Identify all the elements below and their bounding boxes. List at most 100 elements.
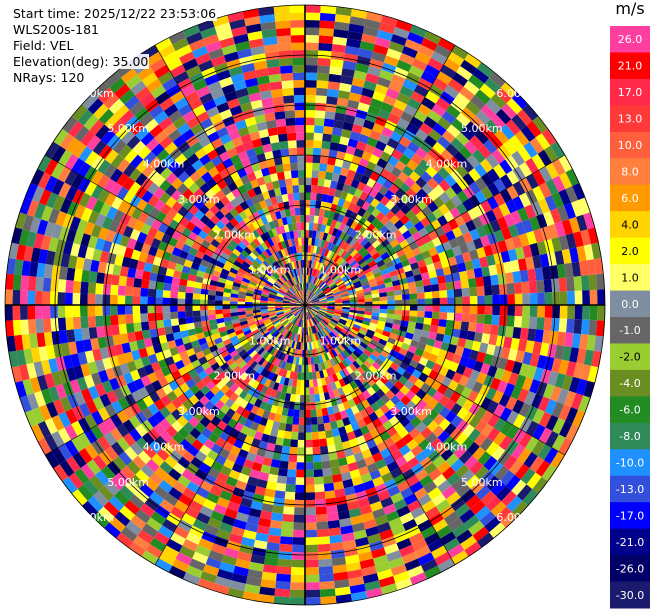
- ppi-gate: [518, 432, 533, 448]
- ppi-gate: [361, 511, 375, 523]
- ppi-gate: [347, 246, 356, 255]
- ppi-gate: [542, 330, 552, 344]
- ppi-gate: [240, 102, 253, 113]
- ppi-gate: [345, 192, 354, 203]
- ppi-gate: [282, 301, 291, 304]
- ppi-gate: [305, 299, 311, 305]
- ppi-gate: [50, 278, 59, 293]
- ppi-gate: [141, 190, 154, 203]
- ppi-gate: [326, 311, 334, 316]
- ppi-gate: [452, 72, 469, 87]
- ppi-gate: [390, 328, 400, 336]
- ppi-gate: [264, 258, 272, 266]
- ppi-gate: [300, 222, 305, 231]
- ppi-gate: [254, 454, 265, 465]
- ppi-gate: [265, 267, 274, 275]
- ppi-gate: [87, 235, 99, 249]
- ppi-gate: [124, 480, 140, 495]
- ppi-gate: [135, 86, 151, 101]
- ppi-gate: [380, 583, 398, 595]
- ppi-gate: [202, 455, 215, 468]
- ppi-gate: [569, 247, 580, 263]
- ppi-gate: [465, 100, 481, 116]
- ppi-gate: [338, 333, 346, 341]
- ppi-gate: [163, 319, 172, 328]
- ppi-gate: [314, 110, 326, 119]
- ppi-gate: [255, 374, 264, 383]
- colorbar-tick-label: 8.0: [621, 166, 639, 179]
- ppi-gate: [278, 343, 285, 352]
- ppi-gate: [346, 431, 357, 441]
- ppi-gate: [221, 185, 232, 196]
- ppi-gate: [330, 549, 345, 559]
- ppi-gate: [327, 279, 335, 287]
- ppi-gate: [319, 163, 328, 172]
- ppi-gate: [460, 488, 476, 504]
- ppi-gate: [385, 260, 395, 269]
- ppi-gate: [536, 279, 545, 293]
- ppi-gate: [277, 250, 284, 259]
- ppi-gate: [221, 225, 231, 235]
- ppi-gate: [330, 318, 339, 324]
- ppi-gate: [576, 245, 587, 262]
- ppi-gate: [276, 259, 283, 268]
- ppi-gate: [220, 215, 230, 226]
- ppi-gate: [327, 300, 335, 303]
- ppi-gate: [323, 475, 334, 485]
- ppi-gate: [283, 170, 292, 180]
- ppi-gate: [229, 239, 239, 249]
- ppi-gate: [283, 346, 289, 355]
- ppi-gate: [240, 442, 252, 453]
- ppi-gate: [379, 312, 388, 318]
- ppi-gate: [371, 312, 380, 317]
- ppi-gate: [258, 160, 269, 170]
- ppi-gate: [298, 311, 303, 320]
- ppi-gate: [256, 447, 267, 458]
- ppi-gate: [317, 65, 331, 74]
- ppi-gate: [182, 199, 194, 211]
- ppi-gate: [410, 416, 422, 428]
- ppi-gate: [455, 132, 470, 146]
- ppi-gate: [246, 315, 255, 321]
- ppi-gate: [249, 350, 258, 359]
- ppi-gate: [35, 318, 44, 334]
- ppi-gate: [216, 29, 234, 42]
- ppi-gate: [132, 295, 141, 305]
- ppi-gate: [403, 104, 418, 117]
- ppi-gate: [464, 455, 478, 470]
- ppi-gate: [525, 340, 535, 354]
- ppi-gate: [203, 160, 216, 172]
- ppi-gate: [342, 199, 351, 210]
- ppi-gate: [108, 495, 125, 512]
- ppi-gate: [150, 511, 167, 526]
- ppi-gate: [343, 278, 352, 285]
- ppi-gate: [31, 186, 45, 203]
- ppi-gate: [141, 432, 155, 446]
- ppi-gate: [408, 241, 419, 251]
- ppi-gate: [237, 126, 250, 137]
- range-ring-label: 3.00km: [178, 405, 220, 418]
- ppi-gate: [96, 272, 105, 284]
- ppi-gate: [98, 369, 109, 383]
- ppi-gate: [275, 323, 283, 331]
- ppi-gate: [428, 353, 439, 363]
- ppi-gate: [289, 315, 295, 322]
- ppi-gate: [414, 221, 425, 232]
- ppi-gate: [375, 221, 385, 231]
- ppi-gate: [288, 279, 294, 287]
- ppi-gate: [125, 305, 133, 315]
- ppi-gate: [30, 247, 41, 263]
- ppi-gate: [326, 164, 335, 173]
- ppi-gate: [444, 174, 457, 188]
- ppi-gate: [202, 347, 212, 357]
- ppi-gate: [564, 390, 577, 408]
- ppi-gate: [490, 324, 499, 336]
- ppi-gate: [456, 483, 471, 498]
- ppi-gate: [270, 236, 278, 245]
- ppi-gate: [208, 284, 217, 291]
- ppi-gate: [253, 185, 262, 196]
- ppi-gate: [405, 250, 415, 260]
- ppi-gate: [262, 206, 271, 216]
- ppi-gate: [372, 554, 389, 566]
- ppi-gate: [372, 508, 386, 519]
